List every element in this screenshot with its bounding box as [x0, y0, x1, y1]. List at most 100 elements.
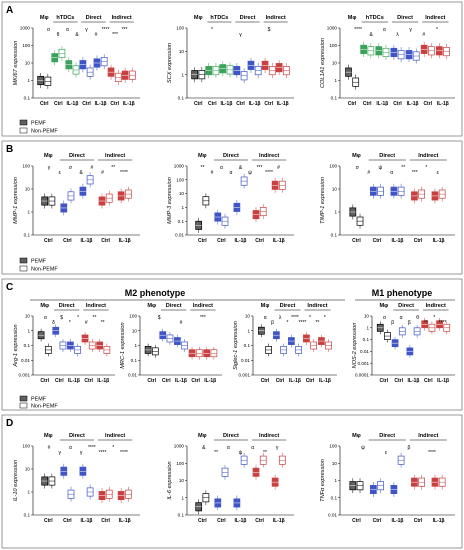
- panel-letter-a: A: [6, 5, 13, 16]
- category-label: Ctrl: [264, 101, 273, 107]
- chart-b-5: 0.1 1 10 100 TIMP-1 expression Ctrl Mφ Ctrl IL-1…: [320, 153, 455, 244]
- significance-mark: ****: [120, 450, 128, 456]
- y-tick-label: 100: [22, 43, 30, 48]
- y-tick-label: 1000: [327, 26, 338, 31]
- y-tick-label: 0.1: [178, 219, 185, 224]
- chart-d-10: 0.1 1 10 100 IL-10 expression Ctrl Mφ Ctrl IL-1β…: [13, 433, 140, 524]
- significance-mark: θ: [57, 32, 60, 38]
- y-tick-label: 100: [329, 43, 337, 48]
- category-label: IL-1β: [433, 518, 445, 524]
- y-axis-label: MKI67 expression: [13, 41, 19, 86]
- significance-mark: ψ: [378, 165, 382, 171]
- group-label: Mφ: [198, 153, 207, 159]
- significance-mark: λ: [279, 315, 282, 321]
- significance-mark: λ: [396, 32, 399, 38]
- y-axis-label: IL-10 expression: [13, 460, 19, 501]
- y-axis-label: MMP-1 expression: [13, 177, 19, 224]
- y-tick-label: 1000: [20, 26, 31, 31]
- y-tick-label: 1: [247, 328, 250, 333]
- significance-mark: #: [180, 320, 183, 326]
- category-label: IL-1β: [277, 101, 289, 107]
- significance-mark: #: [422, 32, 425, 38]
- group-label: Mφ: [44, 433, 53, 439]
- category-label: Ctrl: [101, 238, 110, 244]
- y-tick-label: 100: [22, 164, 30, 169]
- legend-label-pemf: PEMF: [31, 121, 47, 127]
- significance-mark: **: [424, 320, 428, 326]
- y-tick-label: 0.01: [128, 373, 137, 378]
- significance-mark: *: [69, 320, 71, 326]
- legend-swatch-pemf: [19, 119, 28, 126]
- y-axis-label: SCX expression: [167, 43, 173, 83]
- legend-c: PEMF Non-PEMF: [19, 395, 58, 410]
- significance-mark: ***: [257, 165, 263, 171]
- category-label: Ctrl: [191, 378, 200, 384]
- y-tick-label: 10: [332, 461, 338, 466]
- significance-mark: #: [211, 170, 214, 176]
- group-label: Indirect: [418, 153, 438, 159]
- significance-mark: ***: [122, 27, 128, 33]
- significance-mark: γ: [276, 445, 279, 451]
- significance-mark: α: [383, 315, 386, 321]
- chart-d-12: 0.01 0.1 1 10 100 TNFα expression Ctrl Mφ Ctrl IL…: [320, 433, 455, 524]
- significance-mark: ****: [299, 320, 307, 326]
- category-label: IL-1β: [249, 101, 261, 107]
- significance-mark: ψ: [239, 450, 243, 456]
- category-label: IL-1β: [376, 101, 388, 107]
- y-tick-label: 100: [176, 461, 184, 466]
- significance-mark: *: [287, 320, 289, 326]
- y-tick-label: 0.001: [358, 361, 370, 366]
- significance-mark: ψ: [248, 170, 252, 176]
- significance-mark: **: [315, 320, 319, 326]
- y-tick-label: 1000: [174, 444, 185, 449]
- category-label: IL-1β: [319, 378, 331, 384]
- group-label: Mφ: [352, 433, 361, 439]
- category-label: IL-1β: [81, 238, 93, 244]
- group-label: Mφ: [40, 15, 49, 21]
- y-tick-label: 0.1: [24, 233, 31, 238]
- y-tick-label: 1: [181, 205, 184, 210]
- group-label: Direct: [223, 433, 239, 439]
- phenotype-m2-label: M2 phenotype: [125, 288, 186, 298]
- chart-b-4: 0.01 0.1 1 10 100 1000 MMP-3 expression Ctrl Mφ C…: [167, 153, 294, 244]
- category-label: Ctrl: [40, 378, 49, 384]
- category-label: Ctrl: [63, 518, 72, 524]
- significance-mark: θ: [416, 315, 419, 321]
- category-label: IL-1β: [392, 518, 404, 524]
- significance-mark: #: [101, 170, 104, 176]
- y-tick-label: 10: [25, 187, 31, 192]
- chart-a-2: 0.1 1 10 100 1000 COL1A1 expression Ctrl Mφ Ctrl…: [320, 15, 455, 107]
- y-axis-label: TIMP-1 expression: [320, 177, 326, 224]
- y-tick-label: 1: [334, 210, 337, 215]
- category-label: Ctrl: [423, 101, 432, 107]
- category-label: Ctrl: [276, 378, 285, 384]
- significance-mark: **: [111, 165, 115, 171]
- panel-frame-c: [1, 278, 463, 411]
- group-label: Mφ: [380, 303, 389, 309]
- group-label: Indirect: [259, 433, 279, 439]
- y-tick-label: 1: [334, 78, 337, 83]
- category-label: Ctrl: [198, 238, 207, 244]
- category-label: Ctrl: [236, 101, 245, 107]
- significance-mark: **: [214, 450, 218, 456]
- category-label: Ctrl: [194, 101, 203, 107]
- y-tick-label: 100: [329, 444, 337, 449]
- category-label: Ctrl: [380, 378, 389, 384]
- y-tick-label: 0.0001: [355, 373, 369, 378]
- group-label: hTDCs: [56, 15, 74, 21]
- category-label: Ctrl: [44, 518, 53, 524]
- y-tick-label: 100: [129, 314, 137, 319]
- group-label: Indirect: [307, 303, 327, 309]
- y-tick-label: 1: [181, 72, 184, 77]
- panel-frame-a: [1, 1, 463, 137]
- category-label: IL-1β: [220, 101, 232, 107]
- category-label: Ctrl: [162, 378, 171, 384]
- significance-mark: ε: [59, 170, 62, 176]
- y-tick-label: 0.01: [241, 358, 250, 363]
- significance-mark: α: [390, 170, 393, 176]
- significance-mark: α: [251, 445, 254, 451]
- legend-swatch-nonpemf: [19, 127, 28, 134]
- category-label: Ctrl: [261, 378, 270, 384]
